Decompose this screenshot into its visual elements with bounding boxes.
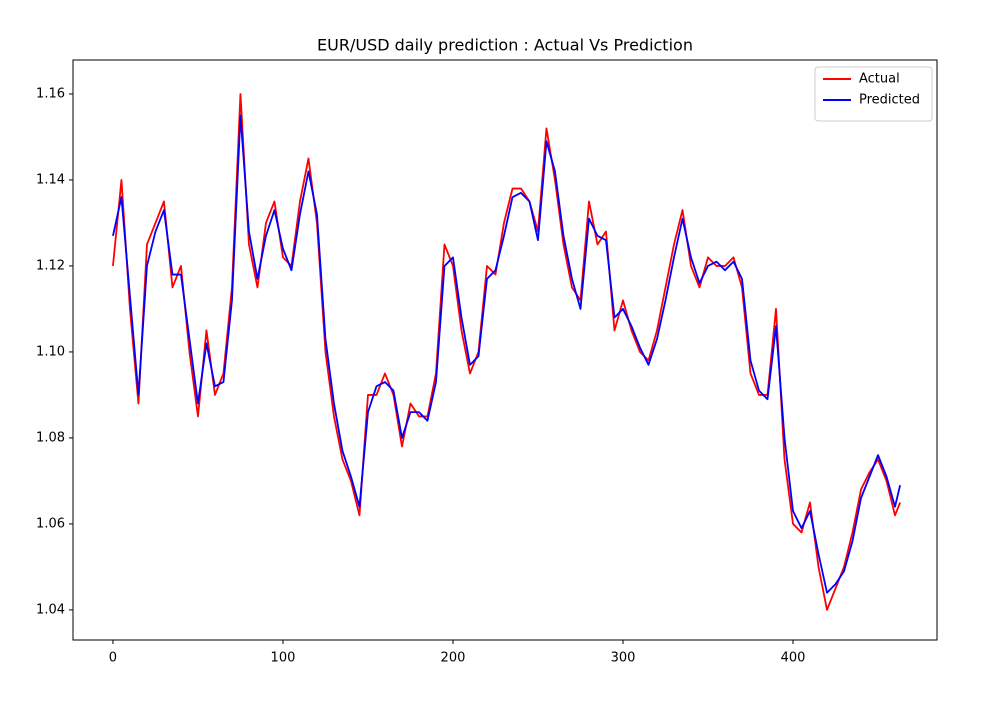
y-tick-label: 1.04 — [36, 602, 65, 617]
series-line — [112, 114, 901, 594]
legend-box — [814, 66, 933, 122]
legend-label: Predicted — [859, 93, 920, 108]
legend-label: Actual — [859, 72, 900, 87]
x-tick-label: 300 — [611, 651, 636, 666]
y-tick-label: 1.10 — [36, 344, 65, 359]
y-tick-label: 1.14 — [36, 172, 65, 187]
plot-frame — [72, 59, 938, 641]
x-tick-label: 200 — [441, 651, 466, 666]
x-tick-label: 0 — [109, 651, 117, 666]
x-tick-label: 100 — [271, 651, 296, 666]
y-tick-label: 1.08 — [36, 430, 65, 445]
y-tick-label: 1.06 — [36, 516, 65, 531]
x-tick-label: 400 — [781, 651, 806, 666]
chart-title: EUR/USD daily prediction : Actual Vs Pre… — [317, 36, 693, 55]
y-tick-label: 1.16 — [36, 86, 65, 101]
y-tick-label: 1.12 — [36, 258, 65, 273]
